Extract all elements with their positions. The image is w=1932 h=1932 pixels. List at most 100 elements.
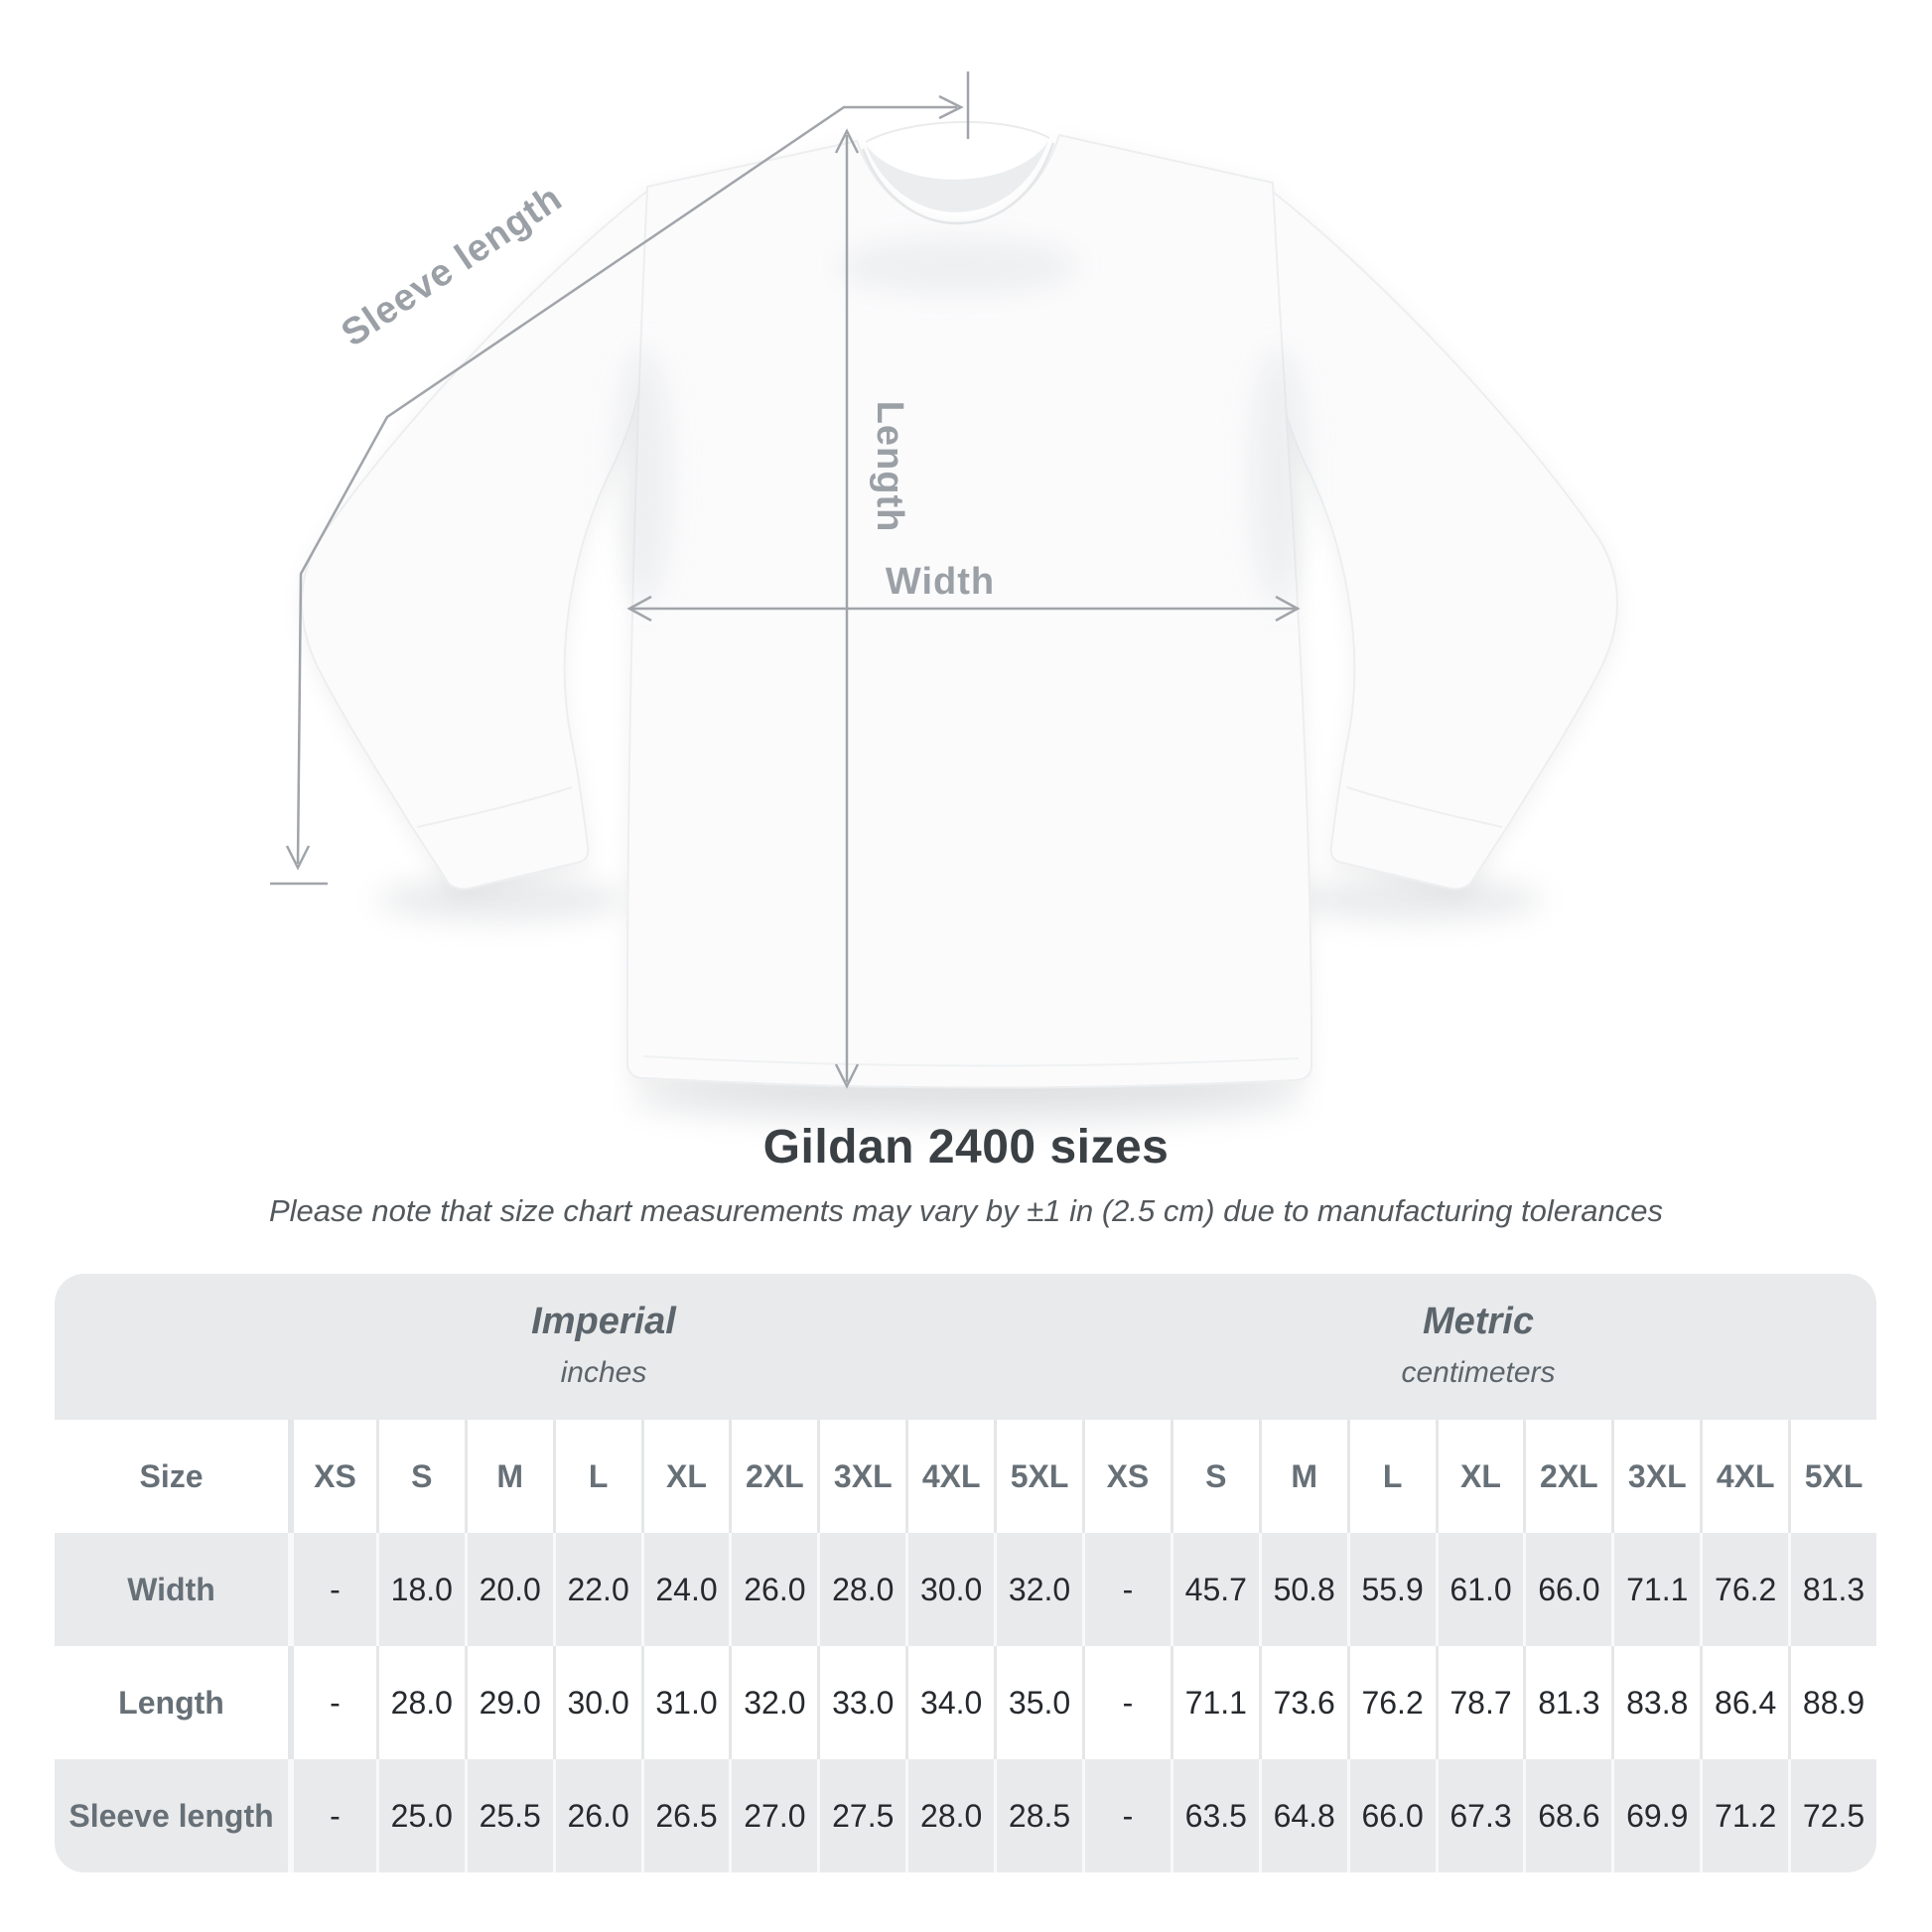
sleeve-length-arrow-right-icon [938, 94, 964, 120]
metric-value-cell: 71.2 [1700, 1759, 1788, 1872]
metric-value-cell: 72.5 [1788, 1759, 1876, 1872]
metric-value-cell: 55.9 [1346, 1533, 1436, 1646]
metric-value-cell: 45.7 [1170, 1533, 1259, 1646]
imperial-value-cell: - [288, 1533, 376, 1646]
metric-value-cell: 78.7 [1435, 1646, 1524, 1759]
metric-value-cell: - [1081, 1646, 1171, 1759]
size-col-header-imperial: 4XL [905, 1420, 994, 1533]
metric-label: Metric [1423, 1301, 1534, 1342]
imperial-value-cell: 34.0 [905, 1646, 994, 1759]
imperial-value-cell: 29.0 [464, 1646, 553, 1759]
unit-group-metric: Metric centimeters [1401, 1301, 1555, 1390]
shirt-collar [416, 120, 1503, 1067]
size-col-header-imperial: S [375, 1420, 465, 1533]
size-col-header-imperial: 3XL [817, 1420, 905, 1533]
size-grid: Size XS S M L XL 2XL 3XL 4XL 5XL XS S M L XL 2XL 3XL 4XL 5… [55, 1420, 1876, 1872]
unit-header-band: Imperial inches Metric centimeters [55, 1274, 1876, 1420]
metric-value-cell: 76.2 [1346, 1646, 1436, 1759]
metric-value-cell: 66.0 [1346, 1759, 1436, 1872]
size-corner-label: Size [139, 1457, 204, 1494]
shirt-right-sleeve [1267, 186, 1618, 891]
imperial-value-cell: 28.0 [905, 1759, 994, 1872]
length-arrow-up-icon [834, 128, 860, 154]
measurement-row: Length -28.0 29.0 30.0 31.0 32.0 33.0 34.0 35.0-… [55, 1646, 1876, 1759]
unit-group-imperial: Imperial inches [531, 1301, 676, 1390]
imperial-value-cell: 33.0 [817, 1646, 905, 1759]
metric-value-cell: 81.3 [1788, 1533, 1876, 1646]
shirt-diagram: Sleeve length Length Width [270, 71, 1618, 1124]
imperial-value-cell: - [288, 1646, 376, 1759]
imperial-value-cell: 28.5 [994, 1759, 1082, 1872]
length-arrow-down-icon [834, 1063, 860, 1089]
size-col-header-metric: 2XL [1523, 1420, 1611, 1533]
row-label: Sleeve length [69, 1797, 274, 1834]
metric-value-cell: 69.9 [1611, 1759, 1700, 1872]
metric-value-cell: 64.8 [1258, 1759, 1347, 1872]
metric-value-cell: 50.8 [1258, 1533, 1347, 1646]
metric-value-cell: - [1081, 1533, 1171, 1646]
imperial-value-cell: 31.0 [640, 1646, 730, 1759]
metric-value-cell: 63.5 [1170, 1759, 1259, 1872]
imperial-value-cell: 30.0 [552, 1646, 641, 1759]
measurement-row: Width -18.0 20.0 22.0 24.0 26.0 28.0 30.0 32.0-4… [55, 1533, 1876, 1646]
sleeve-length-arrow-down-icon [285, 845, 311, 871]
width-arrow-right-icon [1275, 595, 1301, 622]
metric-value-cell: - [1081, 1759, 1171, 1872]
metric-value-cell: 86.4 [1700, 1646, 1788, 1759]
tolerance-note: Please note that size chart measurements… [268, 1193, 1664, 1228]
imperial-value-cell: 26.0 [552, 1759, 641, 1872]
size-col-header-metric: S [1170, 1420, 1259, 1533]
sleeve-length-line [296, 105, 957, 865]
imperial-unit-label: inches [560, 1356, 647, 1389]
shirt-left-sleeve [301, 186, 652, 891]
imperial-value-cell: 25.0 [375, 1759, 465, 1872]
measurement-row: Sleeve length -25.0 25.5 26.0 26.5 27.0 27.5 28… [55, 1759, 1876, 1872]
size-col-header-imperial: L [552, 1420, 641, 1533]
imperial-value-cell: 27.5 [817, 1759, 905, 1872]
metric-value-cell: 61.0 [1435, 1533, 1524, 1646]
fabric-shading [616, 240, 1307, 606]
measurement-lines [270, 71, 1301, 1089]
metric-value-cell: 71.1 [1611, 1533, 1700, 1646]
width-label: Width [886, 561, 995, 603]
imperial-value-cell: - [288, 1759, 376, 1872]
size-col-header-metric: XL [1435, 1420, 1524, 1533]
imperial-value-cell: 28.0 [817, 1533, 905, 1646]
size-col-header-imperial: 2XL [729, 1420, 817, 1533]
page-title: Gildan 2400 sizes [762, 1121, 1170, 1173]
imperial-value-cell: 35.0 [994, 1646, 1082, 1759]
size-col-header-metric: L [1346, 1420, 1436, 1533]
imperial-value-cell: 26.0 [729, 1533, 817, 1646]
metric-value-cell: 73.6 [1258, 1646, 1347, 1759]
imperial-value-cell: 32.0 [729, 1646, 817, 1759]
row-label: Width [127, 1571, 215, 1607]
shirt-body [625, 133, 1313, 1089]
imperial-value-cell: 28.0 [375, 1646, 465, 1759]
metric-value-cell: 67.3 [1435, 1759, 1524, 1872]
size-col-header-imperial: XS [288, 1420, 376, 1533]
metric-value-cell: 83.8 [1611, 1646, 1700, 1759]
size-col-header-metric: XS [1081, 1420, 1171, 1533]
imperial-value-cell: 24.0 [640, 1533, 730, 1646]
row-label: Length [118, 1684, 224, 1721]
metric-value-cell: 66.0 [1523, 1533, 1611, 1646]
size-col-header-metric: 5XL [1788, 1420, 1876, 1533]
metric-unit-label: centimeters [1401, 1356, 1556, 1389]
size-col-header-imperial: 5XL [994, 1420, 1082, 1533]
metric-value-cell: 88.9 [1788, 1646, 1876, 1759]
size-col-header-metric: 4XL [1700, 1420, 1788, 1533]
imperial-value-cell: 22.0 [552, 1533, 641, 1646]
metric-value-cell: 76.2 [1700, 1533, 1788, 1646]
imperial-value-cell: 20.0 [464, 1533, 553, 1646]
imperial-value-cell: 30.0 [905, 1533, 994, 1646]
size-header-row: Size XS S M L XL 2XL 3XL 4XL 5XL XS S M L XL 2XL 3XL 4XL 5… [55, 1420, 1876, 1533]
imperial-value-cell: 25.5 [464, 1759, 553, 1872]
imperial-value-cell: 32.0 [994, 1533, 1082, 1646]
size-col-header-imperial: M [464, 1420, 553, 1533]
metric-value-cell: 68.6 [1523, 1759, 1611, 1872]
metric-value-cell: 71.1 [1170, 1646, 1259, 1759]
size-chart-table: Imperial inches Metric centimeters Size X… [55, 1274, 1876, 1872]
length-label: Length [869, 401, 910, 533]
imperial-value-cell: 26.5 [640, 1759, 730, 1872]
